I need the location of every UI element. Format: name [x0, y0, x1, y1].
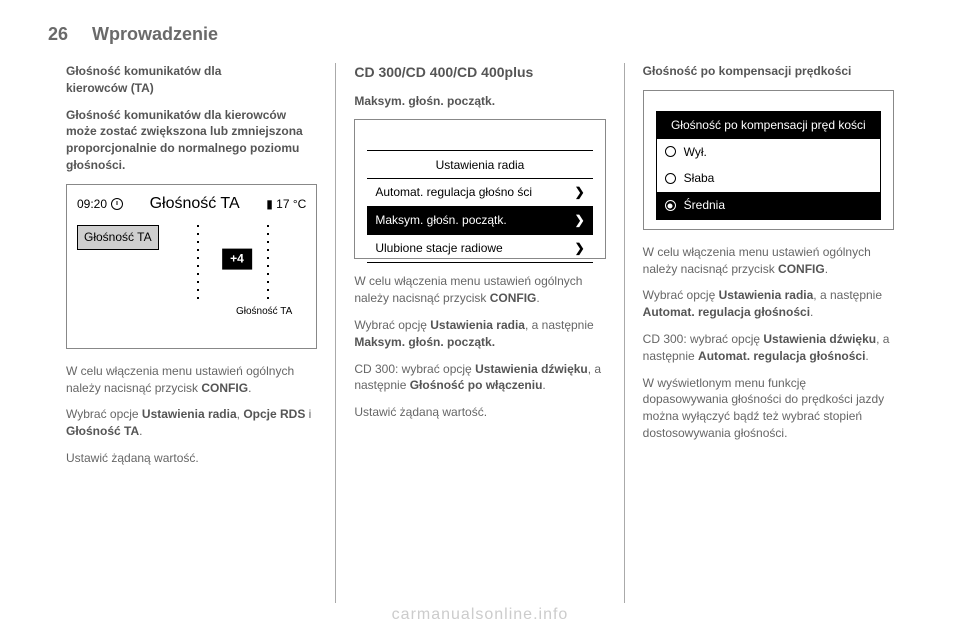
text: Głośność TA: [66, 424, 139, 438]
text: Ustawienia dźwięku: [763, 332, 876, 346]
col3-p3: CD 300: wybrać opcję Ustawienia dźwięku,…: [643, 331, 894, 365]
clock-icon: [111, 198, 123, 210]
manual-page: 26 Wprowadzenie Głośność komunikatów dla…: [0, 0, 960, 642]
text: Ulubione stacje radiowe: [375, 240, 502, 257]
text: W celu włączenia menu ustawień ogólnych …: [354, 274, 582, 305]
col1-p4: Ustawić żądaną wartość.: [66, 450, 317, 467]
text: Ustawienia dźwięku: [475, 362, 588, 376]
page-header: 26 Wprowadzenie: [48, 24, 912, 45]
section-title: Wprowadzenie: [92, 24, 218, 45]
col3-heading: Głośność po kompensacji prędkości: [643, 63, 894, 80]
fig1-title: Głośność TA: [123, 193, 266, 215]
figure-speed-compensation: Głośność po kompensacji pręd kości Wył. …: [643, 90, 894, 230]
text: Opcje RDS: [243, 407, 305, 421]
fig3-row-2: Słaba: [657, 165, 880, 192]
text: Automat. regulacja głośności: [643, 305, 810, 319]
text: Maksym. głośn. początk.: [354, 335, 495, 349]
text: Wybrać opcje: [66, 407, 142, 421]
chevron-icon: ❯: [575, 212, 585, 229]
radio-icon: [665, 146, 676, 157]
col3-p1: W celu włączenia menu ustawień ogólnych …: [643, 244, 894, 278]
text: Automat. regulacja głośno ści: [375, 184, 532, 201]
text: kierowców (TA): [66, 81, 154, 95]
col2-sub: Maksym. głośn. początk.: [354, 93, 605, 110]
column-2: CD 300/CD 400/CD 400plus Maksym. głośn. …: [336, 63, 623, 603]
column-1: Głośność komunikatów dla kierowców (TA) …: [48, 63, 335, 603]
col1-p2: W celu włączenia menu ustawień ogólnych …: [66, 363, 317, 397]
fig2-title: Ustawienia radia: [367, 151, 592, 179]
text: CONFIG: [490, 291, 537, 305]
text: W celu włączenia menu ustawień ogólnych …: [66, 364, 294, 395]
text: Maksym. głośn. początk.: [375, 212, 506, 229]
col3-p2: Wybrać opcję Ustawienia radia, a następn…: [643, 287, 894, 321]
fig2-row-2-selected: Maksym. głośn. początk. ❯: [367, 207, 592, 235]
col2-p4: Ustawić żądaną wartość.: [354, 404, 605, 421]
col1-p1: Głośność komunikatów dla kierowców może …: [66, 107, 317, 174]
text: CD 300: wybrać opcję: [354, 362, 475, 376]
fig1-time: 09:20: [77, 196, 123, 213]
col2-p3: CD 300: wybrać opcję Ustawienia dźwięku,…: [354, 361, 605, 395]
text: Wył.: [684, 144, 707, 161]
fig1-body: Głośność TA +4 Głośność TA: [67, 219, 316, 329]
content-columns: Głośność komunikatów dla kierowców (TA) …: [48, 63, 912, 603]
col1-heading: Głośność komunikatów dla kierowców (TA): [66, 63, 317, 97]
page-number: 26: [48, 24, 68, 45]
text: Słaba: [684, 170, 715, 187]
text: Głośność po włączeniu: [410, 378, 543, 392]
text: 09:20: [77, 197, 107, 211]
fig3-row-1: Wył.: [657, 139, 880, 166]
text: Ustawienia radia: [142, 407, 237, 421]
text: CD 300: wybrać opcję: [643, 332, 764, 346]
text: Automat. regulacja głośności: [698, 349, 865, 363]
text: Głośność komunikatów dla: [66, 64, 221, 78]
fig3-box: Głośność po kompensacji pręd kości Wył. …: [656, 111, 881, 220]
col2-p1: W celu włączenia menu ustawień ogólnych …: [354, 273, 605, 307]
fig1-topbar: 09:20 Głośność TA ▮ 17 °C: [67, 185, 316, 219]
col3-p4: W wyświetlonym menu funkcję dopasowywani…: [643, 375, 894, 442]
text: Wybrać opcję: [643, 288, 719, 302]
fig3-title: Głośność po kompensacji pręd kości: [657, 112, 880, 139]
fig3-row-3-selected: Średnia: [657, 192, 880, 219]
text: W celu włączenia menu ustawień ogólnych …: [643, 245, 871, 276]
text: i: [305, 407, 311, 421]
text: CONFIG: [201, 381, 248, 395]
watermark: carmanualsonline.info: [392, 606, 569, 624]
fig2-row-3: Ulubione stacje radiowe ❯: [367, 235, 592, 263]
column-3: Głośność po kompensacji prędkości Głośno…: [625, 63, 912, 603]
text: Ustawienia radia: [430, 318, 525, 332]
fig1-caption: Głośność TA: [236, 305, 292, 319]
text: Ustawienia radia: [719, 288, 814, 302]
fig1-value: +4: [222, 249, 252, 270]
figure-ta-volume: 09:20 Głośność TA ▮ 17 °C Głośność TA +4…: [66, 184, 317, 349]
col2-p2: Wybrać opcję Ustawienia radia, a następn…: [354, 317, 605, 351]
fig1-scale: +4: [177, 225, 297, 310]
text: Wybrać opcję: [354, 318, 430, 332]
text: 17 °C: [276, 197, 306, 211]
fig1-temp: ▮ 17 °C: [266, 196, 306, 213]
radio-icon: [665, 173, 676, 184]
text: CONFIG: [778, 262, 825, 276]
text: , a następnie: [813, 288, 882, 302]
text: Średnia: [684, 197, 725, 214]
radio-filled-icon: [665, 200, 676, 211]
text: , a następnie: [525, 318, 594, 332]
chevron-icon: ❯: [575, 240, 585, 257]
col1-p3: Wybrać opcje Ustawienia radia, Opcje RDS…: [66, 406, 317, 440]
fig1-button: Głośność TA: [77, 225, 159, 250]
figure-radio-settings: Ustawienia radia Automat. regulacja głoś…: [354, 119, 605, 259]
fig2-row-1: Automat. regulacja głośno ści ❯: [367, 179, 592, 207]
fig2-box: Ustawienia radia Automat. regulacja głoś…: [367, 150, 592, 262]
chevron-icon: ❯: [575, 184, 585, 201]
col2-heading: CD 300/CD 400/CD 400plus: [354, 63, 605, 83]
